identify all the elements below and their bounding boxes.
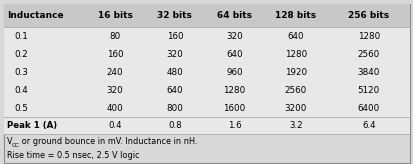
Text: 2560: 2560 — [358, 50, 380, 59]
Text: 32 bits: 32 bits — [157, 11, 192, 20]
Bar — [4, 27, 410, 134]
Text: Rise time = 0.5 nsec, 2.5 V logic: Rise time = 0.5 nsec, 2.5 V logic — [7, 151, 140, 160]
Text: 640: 640 — [166, 86, 183, 95]
Text: 5120: 5120 — [358, 86, 380, 95]
Text: 160: 160 — [107, 50, 123, 59]
Text: 0.2: 0.2 — [14, 50, 28, 59]
Text: CC: CC — [12, 143, 19, 148]
Text: 0.4: 0.4 — [108, 121, 122, 130]
Text: 0.4: 0.4 — [14, 86, 28, 95]
Text: 0.3: 0.3 — [14, 68, 28, 77]
Text: 640: 640 — [287, 32, 304, 41]
Text: 240: 240 — [107, 68, 123, 77]
Text: V: V — [7, 137, 13, 146]
Text: 256 bits: 256 bits — [348, 11, 389, 20]
Text: 0.8: 0.8 — [168, 121, 182, 130]
Text: 480: 480 — [166, 68, 183, 77]
Text: 1280: 1280 — [358, 32, 380, 41]
Text: 800: 800 — [166, 104, 183, 113]
Text: 320: 320 — [107, 86, 123, 95]
Text: 0.5: 0.5 — [14, 104, 28, 113]
Text: or ground bounce in mV. Inductance in nH.: or ground bounce in mV. Inductance in nH… — [19, 137, 197, 146]
Text: 2560: 2560 — [285, 86, 307, 95]
Bar — [4, 4, 410, 27]
Text: 64 bits: 64 bits — [217, 11, 252, 20]
Text: 6.4: 6.4 — [362, 121, 375, 130]
Text: 640: 640 — [226, 50, 243, 59]
Text: Inductance: Inductance — [7, 11, 64, 20]
Text: 3.2: 3.2 — [289, 121, 303, 130]
Text: 3840: 3840 — [358, 68, 380, 77]
Text: 160: 160 — [166, 32, 183, 41]
Text: 1.6: 1.6 — [228, 121, 241, 130]
Text: 320: 320 — [226, 32, 243, 41]
Text: 80: 80 — [109, 32, 121, 41]
Text: 400: 400 — [107, 104, 123, 113]
Text: 1920: 1920 — [285, 68, 307, 77]
Text: 3200: 3200 — [285, 104, 307, 113]
Text: 320: 320 — [166, 50, 183, 59]
Text: 1600: 1600 — [223, 104, 246, 113]
Text: Peak 1 (A): Peak 1 (A) — [7, 121, 57, 130]
Text: 1280: 1280 — [285, 50, 307, 59]
Text: 128 bits: 128 bits — [275, 11, 316, 20]
Text: 0.1: 0.1 — [14, 32, 28, 41]
Text: 1280: 1280 — [223, 86, 246, 95]
Text: 6400: 6400 — [358, 104, 380, 113]
Text: 16 bits: 16 bits — [98, 11, 133, 20]
Text: 960: 960 — [226, 68, 243, 77]
